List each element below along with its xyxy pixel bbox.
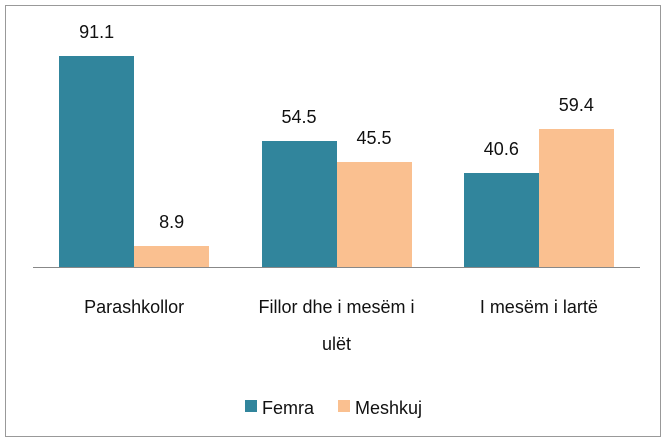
bar: [336, 161, 412, 267]
bar: [261, 140, 337, 267]
baseline: [33, 267, 640, 268]
data-label: 54.5: [281, 106, 317, 127]
data-label: 59.4: [558, 95, 594, 116]
data-label: 91.1: [79, 22, 115, 42]
bar: [59, 56, 135, 267]
data-label: 8.9: [159, 212, 185, 233]
legend-label: Femra: [262, 398, 315, 418]
x-tick-label: Parashkollor: [84, 297, 185, 317]
x-tick-label: Fillor dhe i mesëm i ulët: [258, 297, 415, 354]
bar: [538, 129, 614, 267]
data-label: 45.5: [356, 127, 392, 148]
x-tick-label: I mesëm i lartë: [479, 297, 598, 317]
legend-swatch: [338, 400, 351, 412]
bar: [463, 172, 539, 267]
chart-frame: [5, 5, 661, 437]
bar: [134, 246, 210, 267]
legend-swatch: [245, 400, 257, 412]
legend-label: Meshkuj: [355, 398, 423, 418]
data-label: 40.6: [483, 138, 519, 159]
